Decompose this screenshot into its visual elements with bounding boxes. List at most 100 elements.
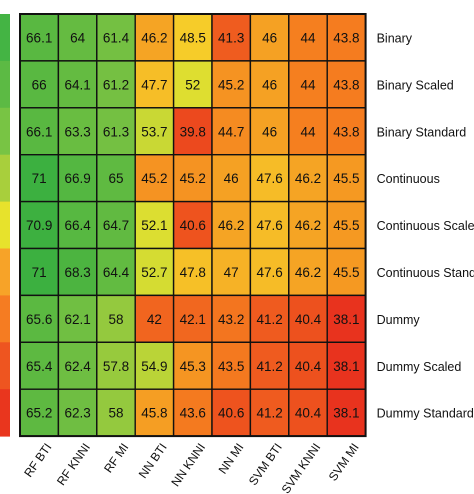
heatmap-cell (96, 341, 136, 390)
heatmap-cell (249, 294, 290, 343)
cell-value-label: 46 (262, 124, 277, 139)
heatmap-cell (249, 388, 290, 437)
cell-value-label: 38.1 (333, 312, 359, 327)
cell-value-label: 45.2 (218, 77, 244, 92)
cell-value-label: 43.5 (218, 359, 244, 374)
heatmap-cell (288, 60, 328, 109)
heatmap-cell (288, 13, 328, 62)
colorbar-segment (0, 14, 10, 62)
heatmap-cell (172, 294, 213, 343)
colorbar (0, 14, 10, 437)
heatmap-cell (57, 247, 98, 297)
cell-value-label: 45.5 (333, 265, 359, 280)
cell-value-label: 46.2 (295, 265, 321, 280)
row-label: Binary Scaled (377, 78, 454, 92)
cell-value-label: 44.7 (218, 124, 244, 139)
heatmap-cell (211, 341, 252, 390)
cell-value-label: 41.2 (256, 359, 282, 374)
cell-value-label: 40.4 (295, 406, 322, 421)
cell-value-label: 43.8 (333, 77, 359, 92)
cell-value-label: 41.3 (218, 30, 244, 45)
heatmap-cell (19, 247, 60, 297)
row-label: Continuous Stand (377, 266, 474, 280)
heatmap-cell (134, 388, 175, 437)
cell-value-label: 44 (300, 124, 316, 139)
heatmap-cell (172, 60, 213, 109)
cell-value-label: 45.5 (333, 218, 359, 233)
row-label: Binary (377, 31, 413, 45)
column-label: NN MI (216, 441, 247, 477)
cell-value-label: 64 (70, 30, 86, 45)
cell-value-label: 58 (108, 406, 123, 421)
row-label: Binary Standard (377, 125, 467, 139)
cell-value-label: 47.6 (256, 265, 282, 280)
row-label: Dummy Scaled (377, 360, 462, 374)
heatmap-cell (211, 247, 252, 297)
heatmap-cell (96, 388, 136, 437)
cell-value-label: 43.8 (333, 124, 359, 139)
cell-value-label: 66.4 (64, 218, 91, 233)
cell-value-label: 45.5 (333, 171, 359, 186)
cell-value-label: 62.1 (64, 312, 90, 327)
heatmap-cell (96, 107, 136, 156)
heatmap-cell (134, 341, 175, 390)
cell-value-label: 52 (185, 77, 200, 92)
heatmap-cell (211, 200, 252, 250)
cell-value-label: 43.6 (180, 406, 206, 421)
column-label: NN BTI (136, 441, 170, 481)
colorbar-segment (0, 389, 10, 437)
cell-value-label: 65.2 (26, 406, 52, 421)
heatmap-cell (134, 153, 175, 203)
cell-value-label: 39.8 (180, 124, 206, 139)
column-label: NN KNNI (168, 441, 208, 489)
row-label: Dummy (377, 313, 421, 327)
cell-value-label: 66 (32, 77, 47, 92)
cell-value-label: 64.7 (103, 218, 129, 233)
heatmap-cell (326, 341, 367, 390)
heatmap-cell (19, 107, 60, 156)
cell-value-label: 45.3 (180, 359, 206, 374)
colorbar-segment (0, 201, 10, 249)
cell-value-label: 46.2 (295, 171, 321, 186)
cell-value-label: 44 (300, 30, 316, 45)
cell-value-label: 46.2 (218, 218, 244, 233)
cell-value-label: 40.4 (295, 359, 322, 374)
column-label: RF KNNI (54, 441, 93, 488)
cell-value-label: 65.4 (26, 359, 53, 374)
cell-value-label: 47.6 (256, 218, 282, 233)
cell-value-label: 41.2 (256, 312, 282, 327)
cell-value-label: 46 (224, 171, 239, 186)
cell-value-label: 38.1 (333, 406, 359, 421)
heatmap-cell (96, 247, 136, 297)
cell-value-label: 66.1 (26, 30, 52, 45)
colorbar-segment (0, 60, 10, 109)
cell-value-label: 44 (300, 77, 316, 92)
colorbar-segment (0, 107, 10, 156)
cell-value-label: 45.2 (180, 171, 206, 186)
heatmap-cell (57, 294, 98, 343)
row-label: Continuous Scale (377, 219, 474, 233)
cell-value-label: 47.6 (256, 171, 282, 186)
cell-value-label: 45.2 (141, 171, 167, 186)
row-label: Continuous (377, 172, 440, 186)
cell-value-label: 40.6 (218, 406, 244, 421)
heatmap-cell (57, 107, 98, 156)
cell-value-label: 65.6 (26, 312, 52, 327)
heatmap-border (19, 13, 367, 438)
cell-value-label: 71 (32, 171, 47, 186)
column-label: RF MI (101, 441, 131, 476)
colorbar-segment (0, 295, 10, 343)
cell-value-label: 53.7 (141, 124, 167, 139)
cell-value-label: 70.9 (26, 218, 52, 233)
row-label: Dummy Standard (377, 407, 474, 421)
column-label: SVM BTI (246, 441, 285, 488)
cell-value-label: 64.1 (64, 77, 90, 92)
cell-value-label: 43.2 (218, 312, 244, 327)
cell-value-label: 42 (147, 312, 162, 327)
cell-value-label: 40.6 (180, 218, 206, 233)
heatmap-cell (19, 294, 60, 343)
heatmap-cell (326, 153, 367, 203)
cell-value-label: 46.2 (295, 218, 321, 233)
heatmap-cell (172, 247, 213, 297)
